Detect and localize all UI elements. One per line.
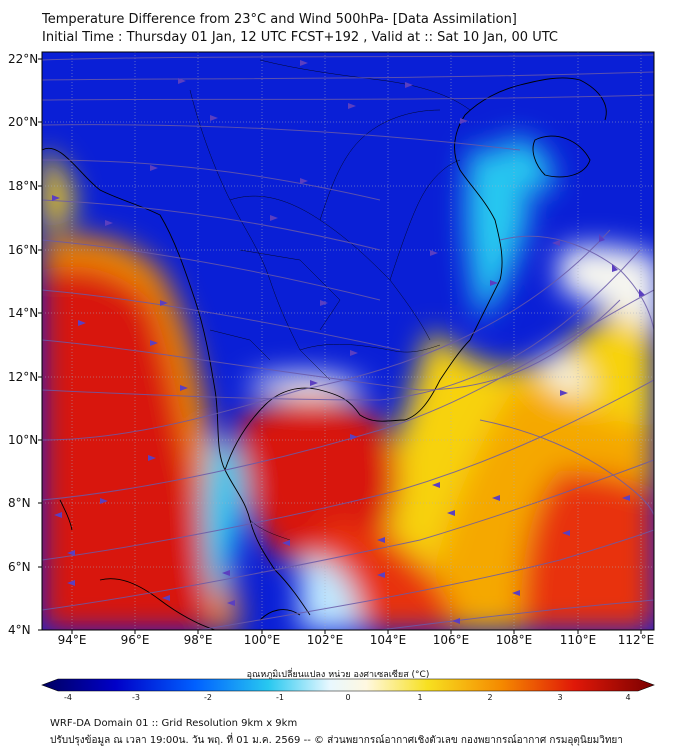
lat-label: 4°N [8,623,31,637]
lon-label: 94°E [57,633,87,647]
footer-model-info: WRF-DA Domain 01 :: Grid Resolution 9km … [50,718,298,729]
footer-credit: ปรับปรุงข้อมูล ณ เวลา 19:00น. วัน พฤ. ที… [50,735,623,746]
lon-label: 104°E [369,633,407,647]
lat-label: 18°N [8,179,39,193]
lon-label: 96°E [120,633,150,647]
colorbar-tick: 1 [417,693,423,702]
map-subtitle: Initial Time : Thursday 01 Jan, 12 UTC F… [42,30,558,45]
lon-label: 98°E [183,633,213,647]
colorbar-tick: 3 [557,693,563,702]
country-borders [189,59,471,541]
map-frame [41,51,655,631]
lat-label: 6°N [8,560,31,574]
colorbar-tick: -3 [132,693,140,702]
colorbar-title: อุณหภูมิเปลี่ยนแปลง หน่วย องศาเซลเซียส (… [246,670,430,680]
temperature-field [42,52,654,630]
lat-label: 10°N [8,433,39,447]
lon-label: 112°E [617,633,655,647]
colorbar-tick: -2 [204,693,212,702]
lat-label: 22°N [8,52,39,66]
map-title: Temperature Difference from 23°C and Win… [42,12,517,27]
colorbar [41,678,655,692]
colorbar-tick: 2 [487,693,493,702]
lon-label: 106°E [432,633,470,647]
lat-label: 16°N [8,243,39,257]
lat-label: 14°N [8,306,39,320]
lat-label: 8°N [8,496,31,510]
colorbar-tick: -4 [64,693,72,702]
colorbar-tick: 0 [345,693,351,702]
wind-arrows [52,60,645,624]
lon-label: 110°E [559,633,597,647]
axis-ticks [38,58,642,634]
lon-label: 102°E [306,633,344,647]
colorbar-tick: 4 [625,693,631,702]
wind-streamlines [42,54,654,630]
colorbar-tick: -1 [276,693,284,702]
lat-label: 20°N [8,115,39,129]
lon-label: 100°E [243,633,281,647]
lon-label: 108°E [495,633,533,647]
lat-label: 12°N [8,370,39,384]
